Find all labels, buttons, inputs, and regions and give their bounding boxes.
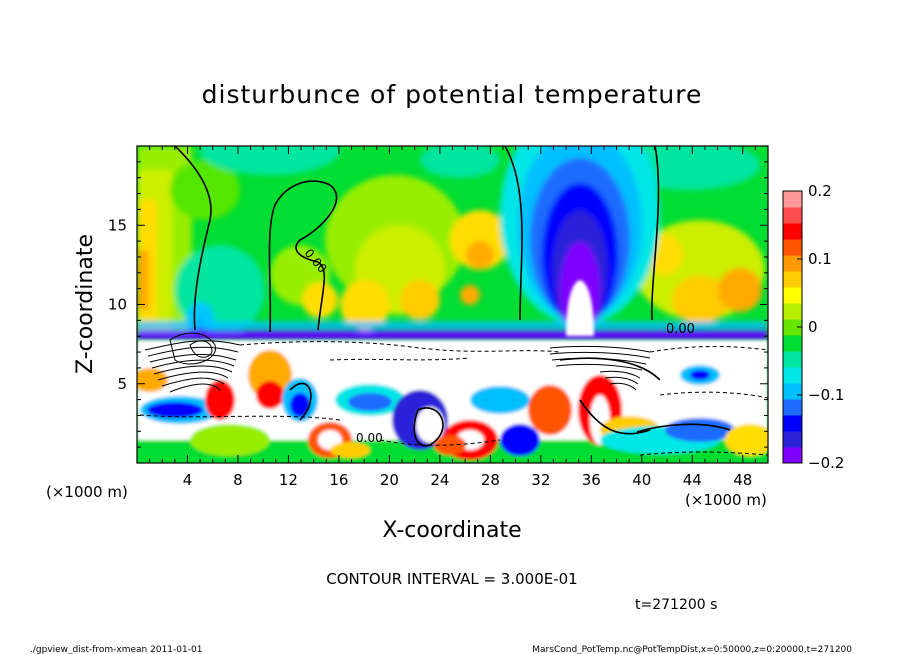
contour-label: 0.00 bbox=[666, 322, 695, 337]
colorbar-swatch bbox=[783, 271, 802, 288]
colorbar-swatch bbox=[783, 207, 802, 224]
contour-lines bbox=[174, 146, 731, 447]
footer-left-note: ./gpview_dist-from-xmean 2011-01-01 bbox=[30, 645, 202, 654]
x-tick-label: 20 bbox=[380, 471, 399, 489]
y-tick-label: 5 bbox=[117, 375, 127, 393]
colorbar-tick-label: 0.1 bbox=[808, 250, 832, 268]
x-tick-label: 4 bbox=[183, 471, 193, 489]
time-label: t=271200 s bbox=[635, 597, 717, 613]
colorbar-swatch bbox=[783, 399, 802, 416]
x-tick-label: 12 bbox=[279, 471, 298, 489]
colorbar-swatch bbox=[783, 255, 802, 272]
colorbar-tick-label: −0.1 bbox=[808, 386, 844, 404]
colorbar-swatch bbox=[783, 431, 802, 448]
colorbar-tick-label: 0.2 bbox=[808, 182, 832, 200]
colorbar-swatch bbox=[783, 223, 802, 240]
y-axis: 5 10 15 bbox=[108, 161, 768, 448]
colorbar-swatch bbox=[783, 351, 802, 368]
colorbar-swatch bbox=[783, 303, 802, 320]
colorbar-swatch bbox=[783, 191, 802, 208]
y-tick-label: 10 bbox=[108, 296, 127, 314]
heatmap-field bbox=[137, 146, 768, 463]
x-tick-label: 16 bbox=[329, 471, 348, 489]
contour-dashed bbox=[139, 341, 768, 456]
y-tick-label: 15 bbox=[108, 216, 127, 234]
x-axis: 4 8 12 16 20 24 28 32 36 40 44 48 bbox=[149, 146, 756, 489]
contour-dense bbox=[144, 332, 651, 393]
colorbar-tick-label: 0 bbox=[808, 318, 818, 336]
colorbar-swatch bbox=[783, 335, 802, 352]
x-tick-label: 32 bbox=[531, 471, 550, 489]
x-tick-label: 36 bbox=[582, 471, 601, 489]
x-tick-label: 28 bbox=[481, 471, 500, 489]
x-tick-label: 24 bbox=[430, 471, 449, 489]
footer-right-note: MarsCond_PotTemp.nc@PotTempDist,x=0:5000… bbox=[532, 645, 852, 654]
x-tick-label: 44 bbox=[683, 471, 702, 489]
x-tick-label: 8 bbox=[233, 471, 243, 489]
x-tick-label: 48 bbox=[733, 471, 752, 489]
x-axis-label: X-coordinate bbox=[382, 518, 521, 543]
colorbar-tick-label: −0.2 bbox=[808, 454, 844, 472]
colorbar bbox=[783, 191, 802, 464]
colorbar-swatch bbox=[783, 383, 802, 400]
colorbar-swatch bbox=[783, 447, 802, 464]
colorbar-swatch bbox=[783, 239, 802, 256]
contour-interval: CONTOUR INTERVAL = 3.000E-01 bbox=[326, 570, 577, 588]
colorbar-swatch bbox=[783, 319, 802, 336]
x-unit-right: (×1000 m) bbox=[685, 491, 767, 509]
x-unit-left: (×1000 m) bbox=[46, 483, 128, 501]
y-axis-label: Z-coordinate bbox=[73, 234, 98, 374]
colorbar-swatch bbox=[783, 287, 802, 304]
x-tick-label: 40 bbox=[632, 471, 651, 489]
colorbar-ticks: 0.2 0.1 0 −0.1 −0.2 bbox=[797, 182, 844, 472]
colorbar-swatch bbox=[783, 415, 802, 432]
chart-title: disturbunce of potential temperature bbox=[202, 80, 703, 109]
contour-label: 0.00 bbox=[356, 431, 383, 445]
colorbar-swatch bbox=[783, 367, 802, 384]
